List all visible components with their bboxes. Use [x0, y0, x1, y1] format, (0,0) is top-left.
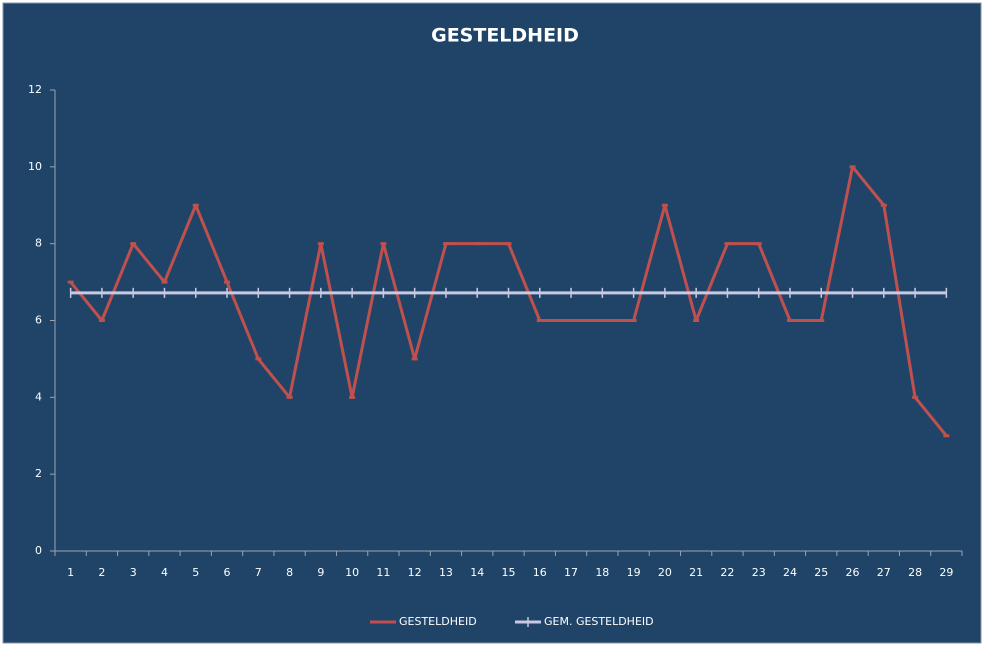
- x-tick-label: 20: [658, 566, 672, 579]
- x-tick-label: 25: [814, 566, 828, 579]
- x-tick-label: 18: [595, 566, 609, 579]
- x-tick-label: 6: [224, 566, 231, 579]
- x-tick-label: 17: [564, 566, 578, 579]
- chart-title: GESTELDHEID: [431, 25, 579, 47]
- y-tick-label: 8: [35, 237, 42, 250]
- x-tick-label: 11: [376, 566, 390, 579]
- y-tick-label: 10: [28, 160, 42, 173]
- x-tick-label: 12: [408, 566, 422, 579]
- x-tick-label: 15: [502, 566, 516, 579]
- x-tick-label: 21: [689, 566, 703, 579]
- legend-label: GEM. GESTELDHEID: [544, 615, 654, 628]
- x-tick-label: 23: [752, 566, 766, 579]
- x-tick-label: 27: [877, 566, 891, 579]
- x-tick-label: 19: [627, 566, 641, 579]
- y-tick-label: 0: [35, 544, 42, 557]
- x-tick-label: 2: [98, 566, 105, 579]
- x-tick-label: 7: [255, 566, 262, 579]
- x-tick-label: 4: [161, 566, 168, 579]
- x-tick-label: 3: [130, 566, 137, 579]
- x-tick-label: 22: [720, 566, 734, 579]
- x-tick-label: 10: [345, 566, 359, 579]
- x-tick-label: 16: [533, 566, 547, 579]
- x-tick-label: 26: [846, 566, 860, 579]
- x-tick-label: 13: [439, 566, 453, 579]
- x-tick-label: 24: [783, 566, 797, 579]
- y-tick-label: 6: [35, 314, 42, 327]
- x-tick-label: 1: [67, 566, 74, 579]
- y-tick-label: 12: [28, 83, 42, 96]
- x-tick-label: 28: [908, 566, 922, 579]
- x-tick-label: 8: [286, 566, 293, 579]
- legend-label: GESTELDHEID: [399, 615, 477, 628]
- y-tick-label: 2: [35, 467, 42, 480]
- x-tick-label: 14: [470, 566, 484, 579]
- y-tick-label: 4: [35, 390, 42, 403]
- x-tick-label: 29: [939, 566, 953, 579]
- x-tick-label: 5: [192, 566, 199, 579]
- x-tick-label: 9: [317, 566, 324, 579]
